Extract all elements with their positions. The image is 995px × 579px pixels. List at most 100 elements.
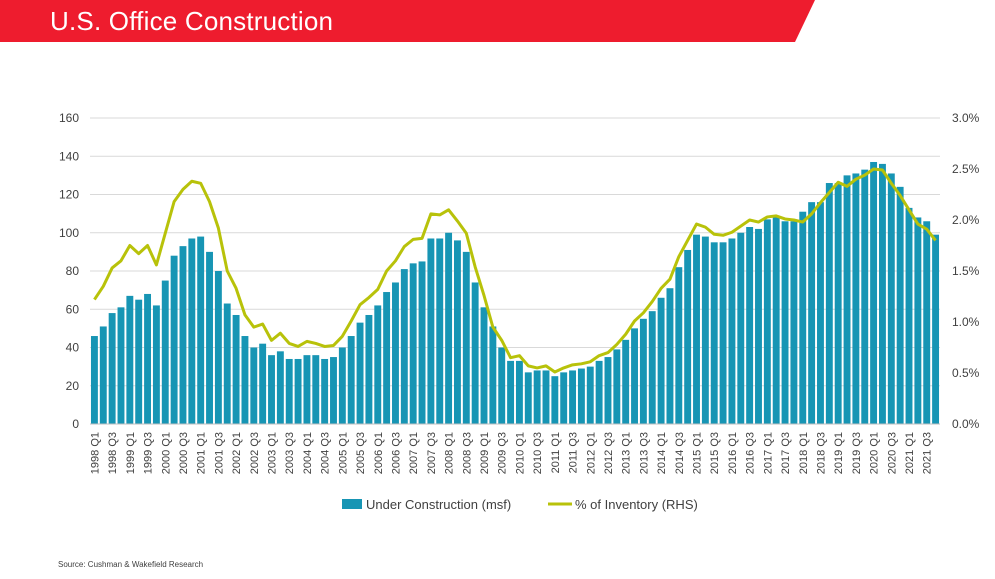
bar — [896, 186, 904, 424]
bar — [135, 299, 143, 424]
x-tick-label: 2006 Q1 — [373, 432, 385, 474]
bar — [710, 242, 718, 424]
bar — [188, 238, 196, 424]
y-left-tick-label: 160 — [59, 111, 79, 125]
legend-swatch-bar — [342, 499, 362, 509]
y-right-tick-label: 1.0% — [952, 315, 980, 329]
bar — [347, 336, 355, 424]
bar — [276, 351, 284, 424]
x-tick-label: 2004 Q3 — [320, 432, 332, 474]
bar — [206, 251, 213, 424]
y-left-tick-label: 80 — [66, 264, 80, 278]
x-tick-label: 2002 Q1 — [231, 432, 243, 474]
x-tick-label: 2000 Q3 — [178, 432, 190, 474]
x-tick-label: 2019 Q3 — [851, 432, 863, 474]
x-tick-label: 1998 Q3 — [107, 432, 119, 474]
bar — [781, 221, 789, 424]
bar — [214, 271, 222, 424]
bar — [870, 161, 878, 425]
bar — [427, 238, 435, 424]
bar — [560, 372, 568, 424]
bar — [197, 236, 205, 424]
bar — [684, 249, 692, 424]
bar — [755, 228, 762, 424]
bar — [861, 169, 869, 424]
bar — [746, 227, 754, 424]
bar — [569, 370, 577, 424]
y-axis-right: 0.0% 0.5% 1.0% 1.5% 2.0% 2.5% 3.0% — [952, 111, 980, 431]
x-tick-label: 2008 Q1 — [444, 432, 456, 474]
bar — [825, 183, 833, 424]
x-tick-label: 2014 Q1 — [656, 432, 668, 474]
bar — [409, 263, 417, 424]
x-tick-label: 2000 Q1 — [160, 432, 172, 474]
x-tick-label: 2008 Q3 — [461, 432, 473, 474]
x-tick-label: 1999 Q3 — [143, 432, 155, 474]
bar — [737, 232, 745, 424]
x-tick-label: 2015 Q1 — [692, 432, 704, 474]
bar — [604, 357, 612, 424]
x-tick-label: 2016 Q3 — [745, 432, 757, 474]
bar — [453, 240, 461, 424]
bar — [374, 305, 382, 424]
line-series-percent-inventory — [93, 167, 937, 374]
bar — [639, 318, 647, 424]
bar — [418, 261, 426, 424]
bar — [577, 368, 585, 424]
bar — [392, 282, 399, 424]
bar — [383, 292, 391, 424]
bar — [161, 280, 169, 424]
x-tick-label: 2009 Q1 — [479, 432, 491, 474]
bar — [471, 282, 479, 424]
legend-label-line: % of Inventory (RHS) — [575, 497, 698, 512]
y-right-tick-label: 0.0% — [952, 417, 980, 431]
x-tick-label: 2018 Q3 — [815, 432, 827, 474]
x-tick-label: 2006 Q3 — [390, 432, 402, 474]
banner-shape — [0, 0, 815, 42]
x-tick-label: 2010 Q3 — [532, 432, 544, 474]
bar — [808, 202, 816, 424]
x-tick-label: 2020 Q3 — [886, 432, 898, 474]
bar — [524, 372, 532, 424]
x-tick-label: 2001 Q3 — [213, 432, 225, 474]
x-tick-label: 2021 Q3 — [922, 432, 934, 474]
x-axis: 1998 Q1 1998 Q3 1999 Q1 1999 Q3 2000 Q1 2000 … — [89, 423, 940, 474]
bar — [365, 314, 373, 424]
bar — [551, 376, 559, 424]
y-right-tick-label: 2.0% — [952, 213, 980, 227]
bar — [170, 255, 178, 424]
bar — [790, 221, 798, 424]
y-right-tick-label: 3.0% — [952, 111, 980, 125]
bar — [144, 293, 152, 424]
bar — [250, 347, 258, 424]
x-tick-label: 1999 Q1 — [125, 432, 137, 474]
x-tick-label: 2002 Q3 — [249, 432, 261, 474]
bar — [542, 370, 550, 424]
legend-label-bar: Under Construction (msf) — [366, 497, 511, 512]
bar — [152, 305, 160, 424]
bar — [923, 221, 931, 424]
bar — [445, 232, 453, 424]
x-tick-label: 2005 Q3 — [355, 432, 367, 474]
bar — [914, 217, 922, 424]
bar — [905, 207, 913, 424]
y-left-tick-label: 20 — [66, 379, 80, 393]
bar — [312, 355, 320, 424]
y-left-tick-label: 140 — [59, 149, 79, 163]
bar — [285, 358, 293, 424]
bar — [843, 175, 851, 424]
bar — [533, 370, 541, 424]
page-title: U.S. Office Construction — [50, 6, 334, 36]
bar — [834, 183, 842, 424]
bar — [303, 355, 311, 424]
y-axis-left: 0 20 40 60 80 100 120 140 160 — [59, 111, 79, 431]
bar — [241, 336, 249, 424]
bar — [701, 236, 709, 424]
bar — [400, 269, 408, 424]
x-tick-label: 2017 Q3 — [780, 432, 792, 474]
x-tick-label: 2019 Q1 — [833, 432, 845, 474]
legend: Under Construction (msf) % of Inventory … — [342, 497, 698, 512]
x-tick-label: 2011 Q3 — [568, 432, 580, 473]
bar — [817, 202, 824, 424]
